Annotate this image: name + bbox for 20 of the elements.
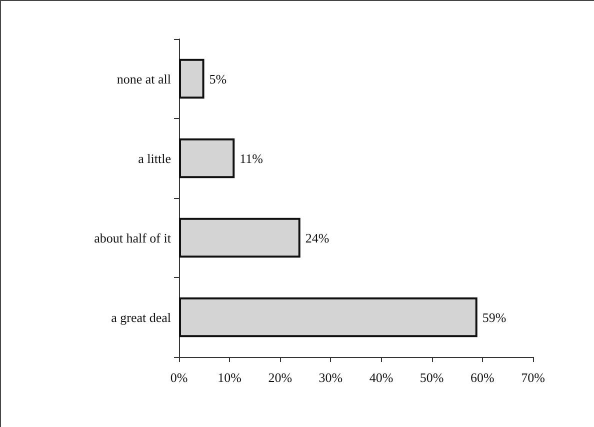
y-tick-label: none at all bbox=[116, 71, 172, 86]
x-tick-label: 40% bbox=[369, 370, 394, 385]
x-tick-label: 0% bbox=[170, 370, 188, 385]
data-label: 5% bbox=[209, 71, 227, 86]
data-label: 59% bbox=[482, 310, 506, 325]
x-tick-label: 30% bbox=[318, 370, 343, 385]
y-tick-label: about half of it bbox=[94, 230, 172, 246]
bar bbox=[179, 138, 235, 178]
x-tick-label: 10% bbox=[218, 370, 242, 385]
bar bbox=[179, 218, 300, 258]
bar bbox=[179, 297, 478, 338]
x-tick-label: 70% bbox=[521, 370, 546, 385]
data-label: 11% bbox=[240, 150, 264, 166]
bar bbox=[179, 58, 204, 99]
x-tick-label: 60% bbox=[470, 370, 495, 385]
y-tick-label: a little bbox=[138, 150, 172, 166]
y-tick-label: a great deal bbox=[111, 310, 172, 325]
x-tick-label: 20% bbox=[268, 370, 292, 385]
x-tick-label: 50% bbox=[420, 370, 444, 385]
data-label: 24% bbox=[305, 230, 330, 246]
